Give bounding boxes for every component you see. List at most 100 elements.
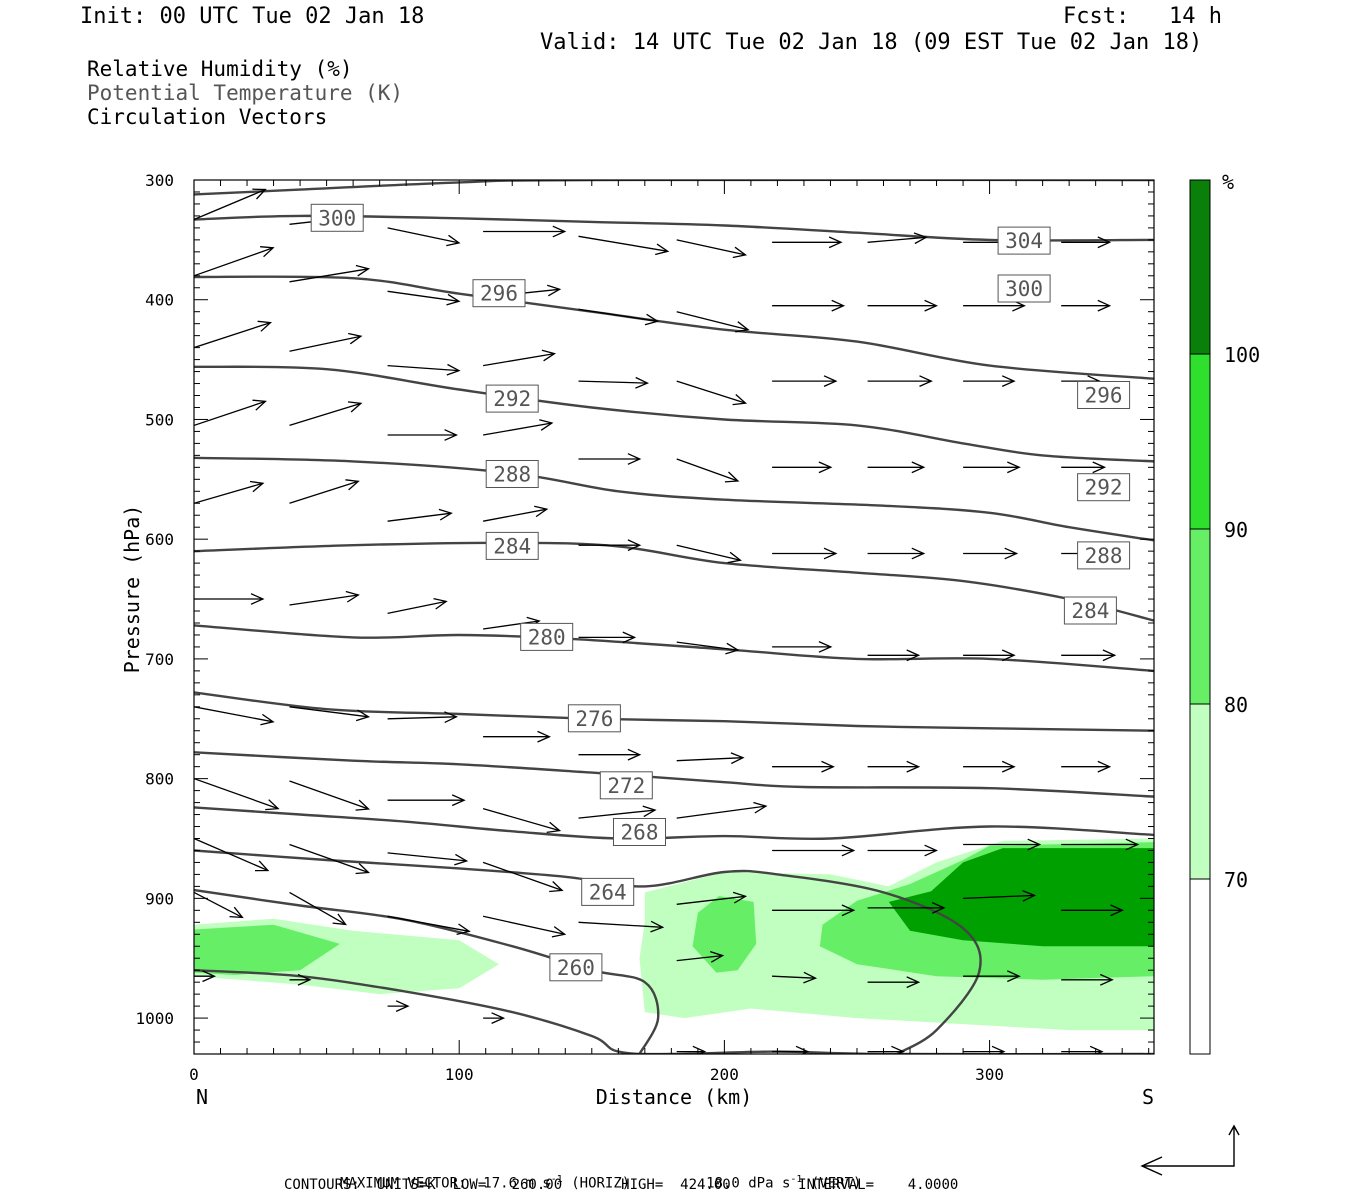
vector-shaft [482,807,560,832]
circulation-vector-76 [387,794,466,807]
reference-vector-icon [1140,1124,1240,1176]
theta-contour-line-2 [194,275,1154,380]
vector-shaft [676,311,749,331]
vector-head [229,906,244,919]
colorbar-segment-4 [1190,879,1210,1054]
vector-head [254,860,270,872]
vector-head [725,642,740,655]
theta-contour-line-4 [194,456,1154,542]
init-time: Init: 00 UTC Tue 02 Jan 18 [80,4,425,29]
vector-shaft [578,921,663,928]
theta-label-text: 288 [1085,544,1123,568]
circulation-vector-102 [963,1045,1006,1054]
vector-shaft [482,861,563,892]
circulation-vector-62 [578,631,637,644]
theta-label-292-14: 292 [1077,473,1131,502]
y-tick-label-700: 700 [145,650,174,669]
vector-head [1089,1045,1104,1054]
vector-head [537,730,551,743]
theta-contour-line-7 [194,691,1154,732]
theta-label-box [520,622,574,651]
circulation-vector-36 [387,363,461,376]
vector-head [906,649,921,662]
vector-head [433,597,448,610]
circulation-vector-20 [387,227,461,247]
vector-head [1001,649,1016,662]
circulation-vector-2 [194,246,275,277]
y-tick-label-1000: 1000 [135,1009,174,1028]
circulation-vector-44 [387,429,458,441]
circulation-vector-9 [289,479,360,504]
vector-shaft [387,364,460,372]
vector-shaft [676,895,746,905]
circulation-vector-100 [772,1045,810,1054]
colorbar: 100 90 80 70% [1189,170,1260,1055]
vector-shaft [194,321,271,349]
vector-head [252,399,267,411]
vector-head [924,299,938,312]
theta-label-text: 292 [1085,476,1123,500]
vector-head [906,976,921,989]
theta-label-box [310,203,364,232]
vector-head [260,713,275,726]
theta-contour-line-8 [194,751,1154,798]
vector-shaft [676,805,766,819]
vector-shaft [194,706,274,723]
circulation-vector-8 [194,480,265,504]
vector-head [347,401,363,413]
vector-head [1110,904,1124,917]
circulation-vector-4 [194,320,273,349]
theta-contour-line-10 [194,849,982,1054]
circulation-vector-56 [772,547,838,560]
vector-head [446,293,461,306]
circulation-vector-72 [772,760,835,773]
circulation-vector-93 [482,915,567,938]
vector-head [919,375,933,387]
theta-label-text: 300 [1005,277,1043,301]
circulation-vector-104 [194,970,216,983]
vector-head [446,234,461,247]
vector-head [991,1045,1006,1054]
circulation-vector-87 [676,891,748,905]
theta-label-280-5: 280 [520,622,574,651]
vector-shaft [387,290,460,302]
circulation-vector-38 [578,376,649,389]
theta-label-288-3: 288 [485,460,539,488]
circulation-vector-91 [1061,904,1124,917]
theta-label-box [1077,541,1131,570]
legend-vectors: Circulation Vectors [87,105,328,129]
vector-shaft [578,809,656,819]
vector-shaft [676,641,738,651]
circulation-vector-13 [289,706,371,722]
vector-head [906,760,921,773]
vector-head [891,1045,905,1054]
vector-head [1097,760,1112,773]
circulation-vector-78 [578,805,657,819]
vector-head [1097,299,1112,312]
vector-shaft [194,247,274,277]
vector-head [622,631,637,644]
vector-head [753,801,768,814]
vector-head [395,1000,410,1012]
circulation-vector-66 [963,649,1016,662]
circulation-vector-55 [676,544,742,564]
circulation-vector-79 [676,801,768,819]
colorbar-segment-2 [1190,529,1210,704]
vector-head [841,844,856,857]
vector-head [539,419,554,431]
theta-label-box [613,818,666,846]
vector-shaft [676,380,746,404]
theta-label-text: 304 [1005,229,1043,253]
vector-shaft [194,891,243,918]
circulation-vector-24 [772,236,843,249]
circulation-vector-19 [289,891,347,926]
circulation-vector-73 [867,760,921,773]
vector-head [355,799,370,811]
circulation-vector-14 [194,777,280,811]
theta-contour-line-6 [194,624,1154,673]
theta-label-box [1077,381,1131,409]
circulation-vector-101 [867,1045,905,1054]
vector-head [1027,838,1042,851]
vector-shaft [194,188,266,221]
vector-head [795,1045,810,1054]
